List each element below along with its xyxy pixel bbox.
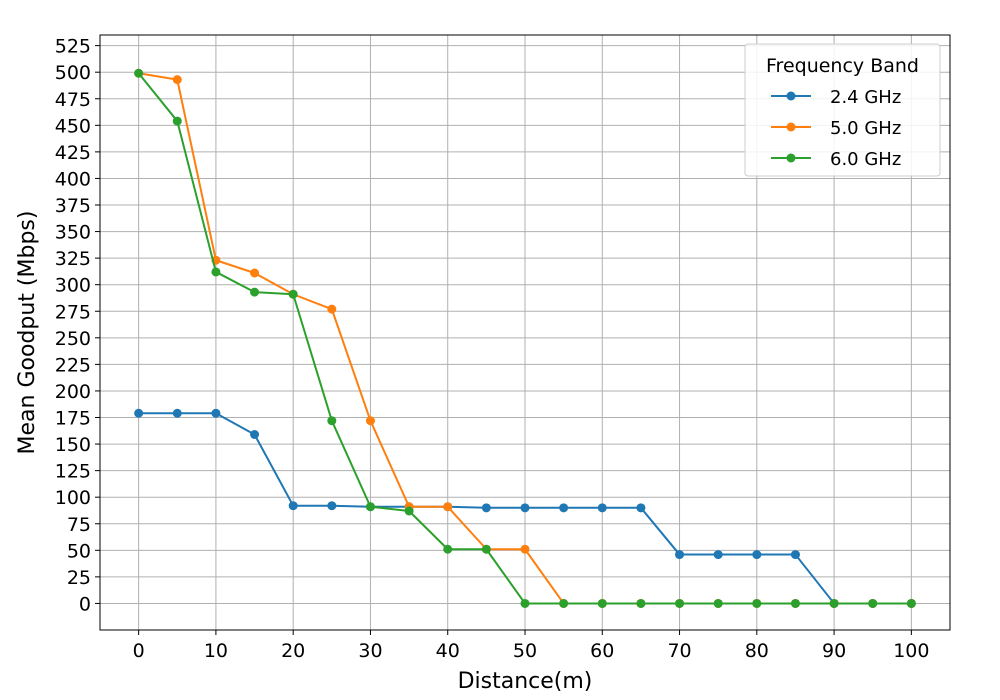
- data-point: [211, 267, 221, 277]
- data-point: [752, 598, 762, 608]
- x-tick-label: 70: [667, 640, 691, 662]
- y-tick-label: 250: [55, 328, 91, 350]
- data-point: [327, 416, 337, 426]
- legend-entry: 5.0 GHz: [771, 118, 901, 139]
- x-tick-label: 0: [133, 640, 145, 662]
- data-point: [250, 287, 260, 297]
- legend-entry: 2.4 GHz: [771, 87, 901, 108]
- series-6-0-ghz: [134, 68, 916, 608]
- data-point: [752, 550, 762, 560]
- data-point: [559, 598, 569, 608]
- y-tick-label: 500: [55, 62, 91, 84]
- data-point: [250, 430, 260, 439]
- data-point: [559, 503, 569, 513]
- data-point: [134, 68, 144, 78]
- data-point: [172, 75, 182, 85]
- x-tick-label: 60: [590, 640, 614, 662]
- data-point: [327, 304, 337, 314]
- y-tick-label: 525: [55, 36, 91, 58]
- axis-ticks: 0 10 20 30 40 50 60 70 80 90 100 0 25 50 75 100 125 150 17…: [55, 36, 930, 662]
- y-tick-label: 225: [55, 354, 91, 376]
- x-tick-label: 20: [281, 640, 305, 662]
- y-tick-label: 450: [55, 115, 91, 137]
- y-tick-label: 0: [79, 593, 91, 615]
- y-tick-label: 50: [67, 540, 91, 562]
- data-point: [713, 550, 723, 560]
- legend-swatch-marker: [786, 122, 796, 132]
- data-point: [636, 598, 646, 608]
- data-point: [906, 598, 916, 608]
- data-point: [481, 503, 491, 513]
- x-tick-label: 90: [822, 640, 846, 662]
- data-point: [790, 598, 800, 608]
- x-tick-label: 10: [204, 640, 228, 662]
- series-layer: [134, 68, 916, 608]
- data-point: [443, 502, 453, 512]
- y-tick-label: 200: [55, 381, 91, 403]
- y-tick-label: 100: [55, 487, 91, 509]
- legend-label: 5.0 GHz: [830, 118, 901, 139]
- data-point: [443, 544, 453, 554]
- data-point: [790, 550, 800, 560]
- data-point: [365, 502, 375, 512]
- y-tick-label: 275: [55, 301, 91, 323]
- legend: Frequency Band 2.4 GHz 5.0 GHz 6.0 GHz: [744, 43, 941, 177]
- data-point: [365, 416, 375, 426]
- legend-box: [744, 43, 941, 177]
- data-point: [327, 501, 337, 511]
- data-point: [250, 268, 260, 278]
- y-tick-label: 300: [55, 275, 91, 297]
- legend-swatch-marker: [786, 91, 796, 101]
- y-tick-label: 375: [55, 195, 91, 217]
- data-point: [597, 503, 607, 513]
- data-point: [172, 408, 182, 418]
- y-axis-title: Mean Goodput (Mbps): [15, 211, 40, 455]
- x-tick-label: 50: [513, 640, 537, 662]
- x-tick-label: 30: [358, 640, 382, 662]
- legend-label: 2.4 GHz: [830, 87, 901, 108]
- data-point: [520, 598, 530, 608]
- data-point: [520, 503, 530, 513]
- data-point: [636, 503, 646, 513]
- x-axis-title: Distance(m): [458, 669, 593, 694]
- data-point: [134, 408, 144, 418]
- y-tick-label: 75: [67, 514, 91, 536]
- x-tick-label: 40: [436, 640, 460, 662]
- data-point: [288, 501, 298, 511]
- data-point: [520, 544, 530, 554]
- y-tick-label: 125: [55, 461, 91, 483]
- y-tick-label: 475: [55, 89, 91, 111]
- y-tick-label: 175: [55, 408, 91, 430]
- legend-label: 6.0 GHz: [830, 149, 901, 170]
- data-point: [675, 550, 685, 560]
- data-point: [713, 598, 723, 608]
- data-point: [404, 506, 414, 516]
- legend-entry: 6.0 GHz: [771, 149, 901, 170]
- legend-items: 2.4 GHz 5.0 GHz 6.0 GHz: [771, 87, 901, 170]
- data-point: [829, 598, 839, 608]
- legend-swatch-marker: [786, 153, 796, 163]
- data-point: [868, 598, 878, 608]
- y-tick-label: 325: [55, 248, 91, 270]
- y-tick-label: 350: [55, 222, 91, 244]
- data-point: [675, 598, 685, 608]
- y-tick-label: 150: [55, 434, 91, 456]
- data-point: [172, 116, 182, 126]
- data-point: [597, 598, 607, 608]
- data-point: [288, 289, 298, 299]
- y-tick-label: 425: [55, 142, 91, 164]
- legend-title: Frequency Band: [766, 55, 919, 77]
- data-point: [481, 544, 491, 554]
- x-tick-label: 100: [893, 640, 929, 662]
- y-tick-label: 25: [67, 567, 91, 589]
- data-point: [211, 408, 221, 418]
- x-tick-label: 80: [745, 640, 769, 662]
- y-tick-label: 400: [55, 168, 91, 190]
